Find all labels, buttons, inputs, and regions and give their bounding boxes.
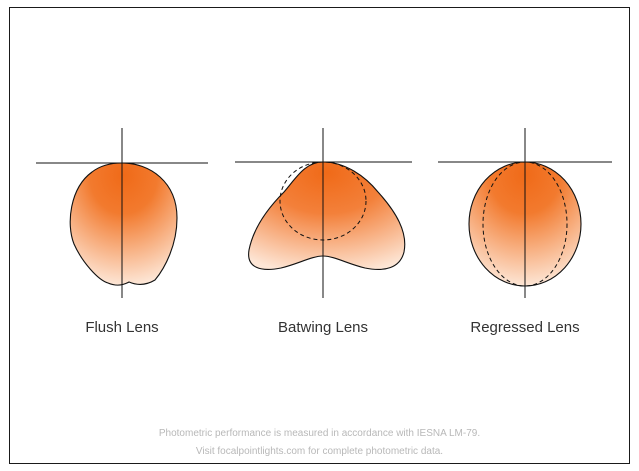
- flush-lens-label: Flush Lens: [85, 319, 159, 336]
- regressed-lens-figure: [438, 128, 612, 298]
- flush-lens-shape: [69, 162, 178, 286]
- batwing-lens-shape: [248, 161, 406, 270]
- footnote-line-2: Visit focalpointlights.com for complete …: [195, 446, 444, 457]
- batwing-lens-figure: [235, 128, 412, 298]
- footnote-line-1: Photometric performance is measured in a…: [158, 428, 481, 439]
- batwing-lens-label: Batwing Lens: [277, 319, 369, 336]
- regressed-lens-label: Regressed Lens: [470, 319, 580, 336]
- flush-lens-figure: [36, 128, 208, 298]
